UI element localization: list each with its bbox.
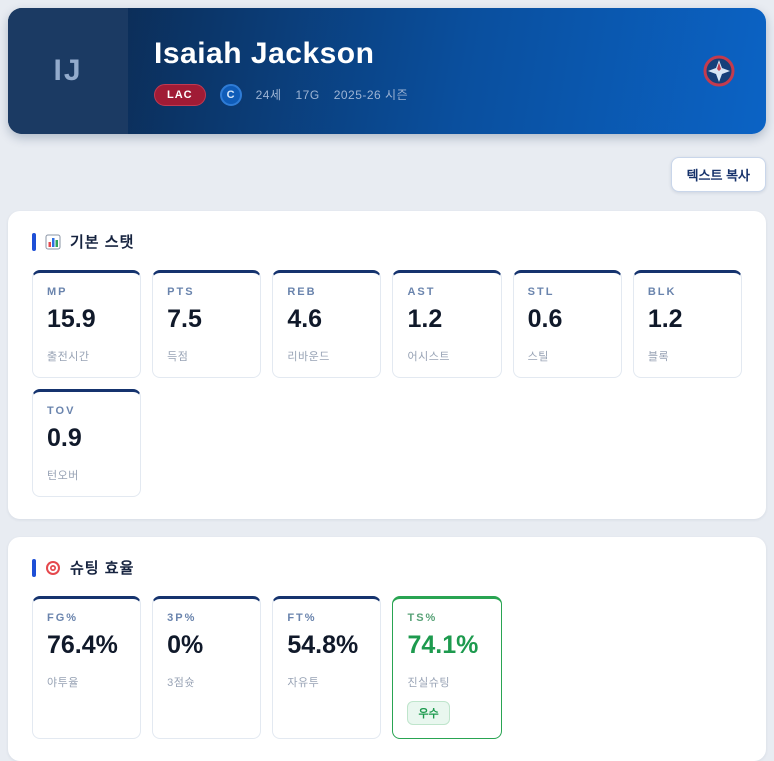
player-name: Isaiah Jackson [154, 36, 375, 70]
basic-stats-grid: MP 15.9 출전시간 PTS 7.5 득점 REB 4.6 리바운드 AST… [32, 270, 742, 497]
title-accent-bar [32, 232, 36, 251]
stat-label: 턴오버 [47, 470, 79, 482]
stat-key: AST [407, 286, 436, 298]
page: IJ Isaiah Jackson LAC C 24세 17G 2025-26 … [8, 8, 766, 761]
stat-label: 리바운드 [287, 351, 330, 363]
player-header-main: Isaiah Jackson LAC C 24세 17G 2025-26 시즌 [128, 8, 766, 134]
stat-label: 어시스트 [407, 351, 450, 363]
player-age: 24세 [255, 88, 282, 102]
stat-value: 76.4% [47, 631, 118, 659]
stat-label: 출전시간 [47, 351, 90, 363]
stat-label: 스틸 [527, 351, 549, 363]
position-badge: C [219, 83, 242, 106]
player-badges: LAC C 24세 17G 2025-26 시즌 [154, 83, 766, 106]
shooting-grid: FG% 76.4% 야투율 3P% 0% 3점슛 FT% 54.8% 자유투 T… [32, 596, 742, 739]
stat-card: TS% 74.1% 진실슈팅 우수 [392, 596, 502, 739]
stat-value: 54.8% [287, 631, 359, 659]
shooting-section: 슈팅 효율 FG% 76.4% 야투율 3P% 0% 3점슛 FT% 54.8%… [8, 537, 766, 761]
stat-key: FG% [47, 612, 79, 624]
stat-label: 3점슛 [167, 677, 196, 689]
player-header: IJ Isaiah Jackson LAC C 24세 17G 2025-26 … [8, 8, 766, 134]
stat-card: 3P% 0% 3점슛 [152, 596, 262, 739]
stat-value: 0.6 [527, 305, 563, 333]
stat-card: REB 4.6 리바운드 [272, 270, 382, 378]
stat-key: BLK [647, 286, 677, 298]
stat-label: 야투율 [47, 677, 79, 689]
title-accent-bar [32, 558, 36, 577]
player-initials: IJ [8, 8, 128, 134]
stat-value: 1.2 [647, 305, 683, 333]
stat-badge: 우수 [407, 701, 450, 725]
stat-card: MP 15.9 출전시간 [32, 270, 142, 378]
bar-chart-icon [45, 234, 61, 250]
stat-key: FT% [287, 612, 317, 624]
stat-value: 0.9 [47, 424, 82, 452]
stat-card: STL 0.6 스틸 [512, 270, 622, 378]
target-icon [45, 560, 61, 576]
team-badge: LAC [154, 83, 206, 106]
stat-key: MP [47, 286, 68, 298]
stat-card: TOV 0.9 턴오버 [32, 389, 142, 497]
stat-card: FG% 76.4% 야투율 [32, 596, 142, 739]
stat-value: 74.1% [407, 631, 479, 659]
stat-key: TOV [47, 405, 76, 417]
stat-label: 진실슈팅 [407, 677, 450, 689]
stat-value: 15.9 [47, 305, 96, 333]
stat-value: 7.5 [167, 305, 202, 333]
stat-value: 0% [167, 631, 204, 659]
player-games: 17G [295, 87, 320, 102]
team-logo-icon [702, 54, 736, 88]
stat-card: BLK 1.2 블록 [632, 270, 742, 378]
stat-key: 3P% [167, 612, 197, 624]
shooting-title-row: 슈팅 효율 [32, 557, 742, 578]
stat-label: 블록 [647, 351, 670, 363]
stat-label: 자유투 [287, 677, 320, 689]
section-title: 기본 스탯 [70, 234, 135, 251]
stat-value: 1.2 [407, 305, 443, 333]
toolbar: 텍스트 복사 [8, 134, 766, 211]
stat-card: PTS 7.5 득점 [152, 270, 262, 378]
stat-card: AST 1.2 어시스트 [392, 270, 502, 378]
basic-stats-section: 기본 스탯 MP 15.9 출전시간 PTS 7.5 득점 REB 4.6 리바… [8, 211, 766, 519]
section-title: 슈팅 효율 [70, 560, 135, 577]
stat-key: STL [527, 286, 555, 298]
player-season: 2025-26 시즌 [333, 88, 409, 102]
copy-text-button[interactable]: 텍스트 복사 [670, 157, 766, 192]
basic-stats-title-row: 기본 스탯 [32, 231, 742, 252]
stat-card: FT% 54.8% 자유투 [272, 596, 382, 739]
stat-value: 4.6 [287, 305, 323, 333]
stat-key: REB [287, 286, 317, 298]
stat-key: PTS [167, 286, 195, 298]
stat-label: 득점 [167, 351, 189, 363]
stat-key: TS% [407, 612, 438, 624]
